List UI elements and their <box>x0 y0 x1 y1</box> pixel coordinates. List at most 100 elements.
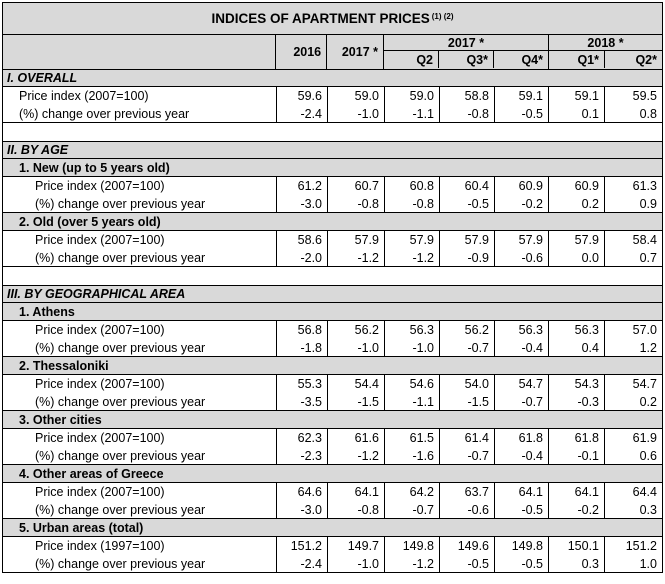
value-cell: -1.0 <box>385 339 440 356</box>
value-cell: 1.2 <box>639 340 657 355</box>
value-cell: 60.7 <box>328 177 385 195</box>
value-cell: 56.3 <box>495 321 549 339</box>
value-cell: -0.1 <box>549 447 605 464</box>
value-cell: 61.6 <box>328 429 385 447</box>
value-cell: -3.0 <box>277 501 328 518</box>
value-cell: 57.9 <box>495 231 549 249</box>
value-cell: -1.0 <box>328 339 385 356</box>
value-cell: 55.3 <box>277 375 328 393</box>
value-cell: -3.0 <box>277 195 328 212</box>
header-q3-2017: Q3* <box>439 51 494 68</box>
value-cell: -0.7 <box>440 339 495 356</box>
table-row: (%) change over previous year -2.3 -1.2 -1.… <box>2 447 663 465</box>
value-cell: -0.8 <box>328 501 385 518</box>
header-q1-2018: Q1* <box>549 51 605 68</box>
value-cell: -0.7 <box>440 447 495 464</box>
value-cell: 64.1 <box>495 483 549 501</box>
value-cell: 54.6 <box>385 375 440 393</box>
header-group-2018: 2018 * Q1* Q2* <box>549 35 662 69</box>
value-cell: 59.1 <box>549 87 605 105</box>
value-cell: 61.8 <box>549 429 605 447</box>
value-cell: 64.1 <box>549 483 605 501</box>
table-row: Price index (2007=100) 61.2 60.7 60.8 60.4 60… <box>2 177 663 195</box>
value-cell: -0.7 <box>385 501 440 518</box>
value-cell: -0.5 <box>495 501 549 518</box>
value-cell: 149.7 <box>328 537 385 555</box>
row-label: Price index (2007=100) <box>3 231 277 249</box>
value-cell: -1.1 <box>385 105 440 122</box>
table-row: Price index (1997=100) 151.2 149.7 149.8 149… <box>2 537 663 555</box>
table-title-bar: INDICES OF APARTMENT PRICES (1) (2) <box>2 2 663 35</box>
row-label: Price index (2007=100) <box>3 87 277 105</box>
section-title: II. BY AGE <box>7 143 69 157</box>
value-cell: -1.2 <box>328 447 385 464</box>
group-header: 4. Other areas of Greece <box>2 465 663 483</box>
value-cell: -1.6 <box>385 447 440 464</box>
value-cell: 57.9 <box>440 231 495 249</box>
table-row: (%) change over previous year -2.4 -1.0 -1.… <box>2 555 663 573</box>
table-row: Price index (2007=100) 55.3 54.4 54.6 54.0 54… <box>2 375 663 393</box>
row-label: Price index (2007=100) <box>3 177 277 195</box>
value-cell: -0.5 <box>495 555 549 572</box>
value-cell: -0.6 <box>440 501 495 518</box>
value-cell: 0.2 <box>549 195 605 212</box>
group-title: 1. Athens <box>19 304 75 319</box>
value-cell: -1.2 <box>385 249 440 266</box>
section-spacer <box>2 123 663 141</box>
header-2016: 2016 <box>276 35 328 69</box>
value-cell: 0.4 <box>549 339 605 356</box>
value-cell: 150.1 <box>549 537 605 555</box>
value-cell: 0.6 <box>639 448 657 463</box>
value-cell: 56.3 <box>549 321 605 339</box>
value-cell: 0.1 <box>549 105 605 122</box>
value-cell: 0.2 <box>639 394 657 409</box>
value-cell: 56.2 <box>328 321 385 339</box>
row-label: Price index (2007=100) <box>3 321 277 339</box>
group-title: 5. Urban areas (total) <box>19 520 144 535</box>
value-cell: -0.6 <box>495 249 549 266</box>
value-cell: 64.1 <box>328 483 385 501</box>
value-cell: -0.4 <box>495 339 549 356</box>
table-row: Price index (2007=100) 64.6 64.1 64.2 63.7 64… <box>2 483 663 501</box>
row-label: (%) change over previous year <box>3 249 277 266</box>
value-cell: 0.3 <box>639 502 657 517</box>
value-cell: -0.7 <box>495 393 549 410</box>
value-cell: 54.3 <box>549 375 605 393</box>
table-row: (%) change over previous year -2.0 -1.2 -1.… <box>2 249 663 267</box>
value-cell: 57.9 <box>385 231 440 249</box>
table-row: Price index (2007=100) 58.6 57.9 57.9 57.9 57… <box>2 231 663 249</box>
value-cell: 1.0 <box>639 556 657 571</box>
group-header: 3. Other cities <box>2 411 663 429</box>
value-cell: -0.9 <box>440 249 495 266</box>
row-label: (%) change over previous year <box>3 105 277 122</box>
value-cell: 56.2 <box>440 321 495 339</box>
value-cell: 58.4 <box>632 233 657 247</box>
table-row: (%) change over previous year -3.0 -0.8 -0.… <box>2 501 663 519</box>
header-group-2017: 2017 * Q2 Q3* Q4* <box>384 35 549 69</box>
value-cell: 58.6 <box>277 231 328 249</box>
group-header: 2. Thessaloniki <box>2 357 663 375</box>
value-cell: 57.0 <box>632 323 657 337</box>
table-row: (%) change over previous year -3.0 -0.8 -0.… <box>2 195 663 213</box>
value-cell: 60.8 <box>385 177 440 195</box>
value-cell: -1.5 <box>440 393 495 410</box>
value-cell: -0.5 <box>440 555 495 572</box>
value-cell: 64.6 <box>277 483 328 501</box>
row-label: (%) change over previous year <box>3 501 277 518</box>
table-row: (%) change over previous year -1.8 -1.0 -1.… <box>2 339 663 357</box>
group-title: 4. Other areas of Greece <box>19 466 164 481</box>
value-cell: 149.8 <box>385 537 440 555</box>
value-cell: 54.4 <box>328 375 385 393</box>
group-header: 1. New (up to 5 years old) <box>2 159 663 177</box>
value-cell: 0.7 <box>639 250 657 265</box>
value-cell: 0.0 <box>549 249 605 266</box>
header-q4-2017: Q4* <box>521 52 543 67</box>
value-cell: -0.2 <box>495 195 549 212</box>
row-label: Price index (2007=100) <box>3 375 277 393</box>
value-cell: 149.8 <box>495 537 549 555</box>
value-cell: -0.5 <box>495 105 549 122</box>
table-body: I. OVERALL Price index (2007=100) 59.6 59.0… <box>2 69 663 573</box>
value-cell: 64.4 <box>632 485 657 499</box>
value-cell: 57.9 <box>549 231 605 249</box>
row-label: (%) change over previous year <box>3 447 277 464</box>
